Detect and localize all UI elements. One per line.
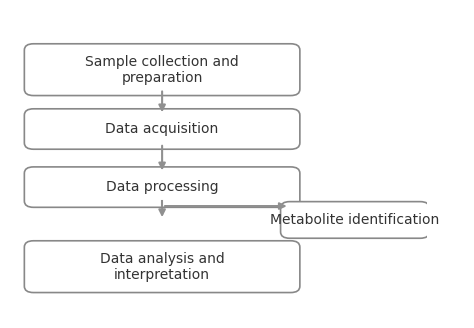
Text: Metabolite identification: Metabolite identification [270,213,439,227]
FancyBboxPatch shape [24,44,300,95]
FancyBboxPatch shape [281,202,429,238]
FancyBboxPatch shape [24,167,300,207]
FancyBboxPatch shape [24,109,300,149]
Text: Data processing: Data processing [106,180,219,194]
FancyBboxPatch shape [24,241,300,293]
Text: Data acquisition: Data acquisition [106,122,219,136]
Text: Sample collection and
preparation: Sample collection and preparation [85,54,239,85]
Text: Data analysis and
interpretation: Data analysis and interpretation [100,252,225,282]
